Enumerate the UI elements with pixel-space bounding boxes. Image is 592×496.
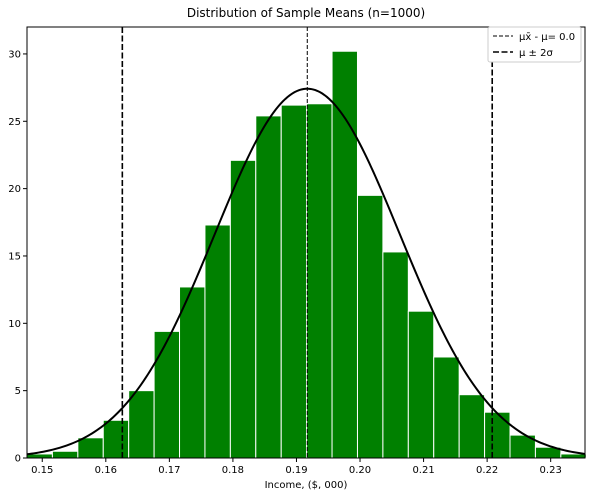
histogram-bar-18 xyxy=(458,394,486,459)
legend-label-mean: μx̄ - μ= 0.0 xyxy=(519,32,575,43)
histogram-bar-16 xyxy=(407,310,435,459)
x-tick-label-7: 0.22 xyxy=(476,465,498,476)
histogram-bar-6 xyxy=(153,330,181,459)
x-tick-label-0: 0.15 xyxy=(31,465,53,476)
histogram-bar-14 xyxy=(356,194,384,459)
histogram-bar-11 xyxy=(280,104,308,459)
normal-density-curve xyxy=(26,87,586,456)
histogram-bar-13 xyxy=(331,50,358,459)
x-tick-label-5: 0.20 xyxy=(349,465,371,476)
x-tick-label-8: 0.23 xyxy=(540,465,562,476)
legend: μx̄ - μ= 0.0 μ ± 2σ xyxy=(487,26,582,63)
histogram-bar-9 xyxy=(229,159,257,459)
x-tick-label-2: 0.17 xyxy=(158,465,180,476)
x-tick-label-6: 0.21 xyxy=(412,465,434,476)
y-tick-label-2: 10 xyxy=(8,319,21,330)
y-tick-label-0: 0 xyxy=(15,454,21,465)
histogram-bar-12 xyxy=(306,103,333,459)
histogram-bar-17 xyxy=(433,356,460,459)
histogram-bar-5 xyxy=(128,390,155,459)
y-tick-label-5: 25 xyxy=(8,117,21,128)
chart-title: Distribution of Sample Means (n=1000) xyxy=(187,6,425,20)
y-tick-label-6: 30 xyxy=(8,49,21,60)
histogram-bar-8 xyxy=(204,224,231,459)
histogram-bar-15 xyxy=(382,251,409,459)
y-tick-label-4: 20 xyxy=(8,184,21,195)
axes-frame xyxy=(26,26,586,459)
histogram-bar-4 xyxy=(102,419,130,459)
plot-area: 0.15 0.16 0.17 0.18 0.19 0.20 0.21 0.22 0.23 0 5 10… xyxy=(8,26,587,476)
x-axis-label: Income, ($, 000) xyxy=(265,480,348,491)
x-tick-label-4: 0.19 xyxy=(285,465,307,476)
x-tick-label-1: 0.16 xyxy=(95,465,117,476)
histogram-bar-10 xyxy=(255,115,282,459)
histogram-bar-2 xyxy=(51,450,79,459)
y-tick-label-1: 5 xyxy=(15,386,21,397)
y-tick-label-3: 15 xyxy=(8,251,21,262)
histogram-bar-3 xyxy=(77,437,104,459)
x-tick-label-3: 0.18 xyxy=(222,465,244,476)
legend-label-two-sigma: μ ± 2σ xyxy=(519,48,553,59)
histogram-bar-19 xyxy=(484,411,511,459)
histogram-bar-7 xyxy=(179,286,206,459)
